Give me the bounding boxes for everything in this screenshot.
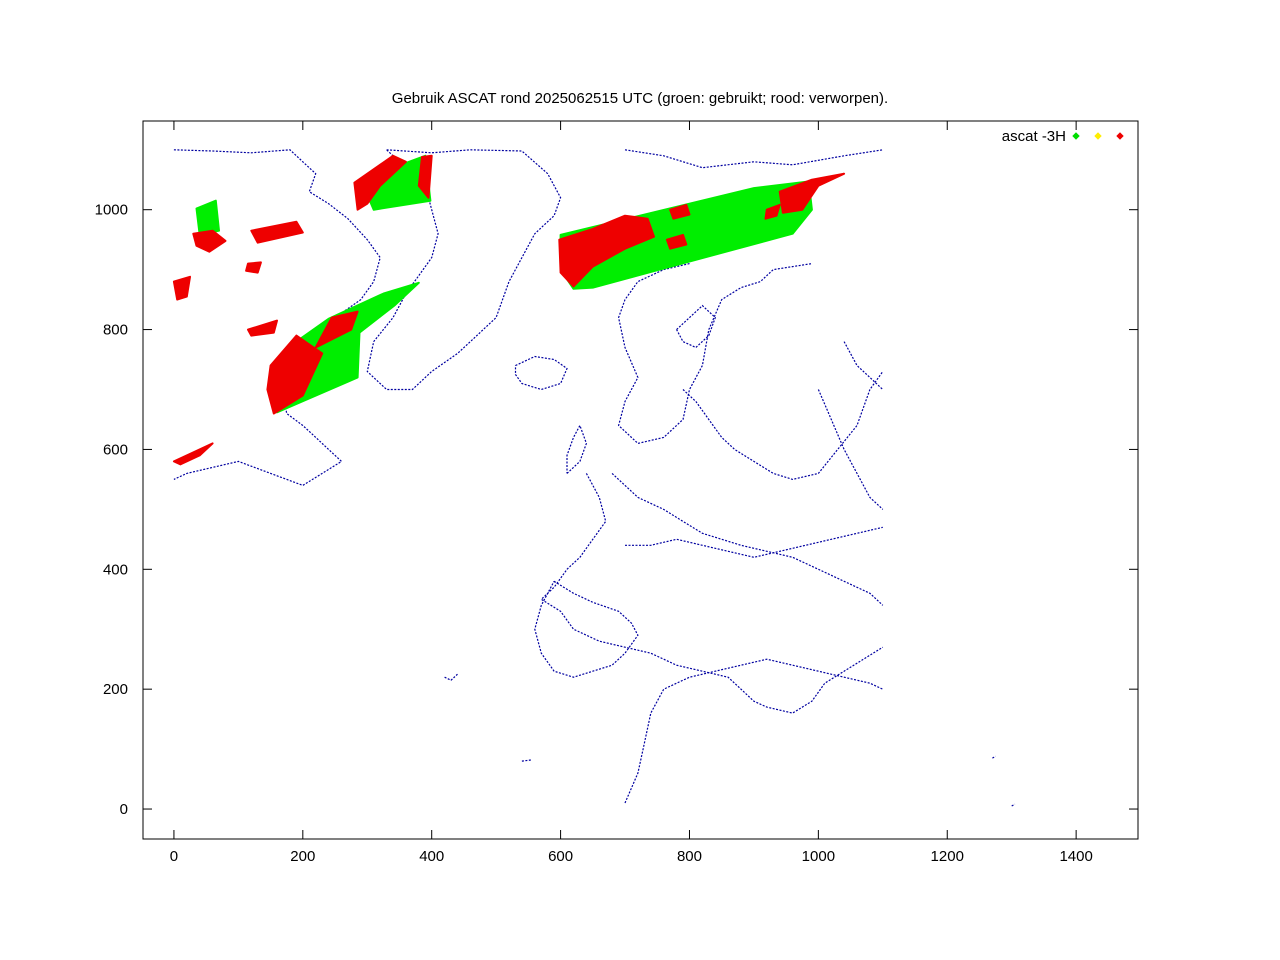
ascat-rejected-region-11 [247,319,278,337]
coastline-5 [682,371,884,481]
x-tick-label: 800 [677,848,702,865]
coastline-14 [566,424,588,474]
ascat-rejected-region-5 [314,310,359,349]
coastline-4 [617,263,812,445]
legend-marker-1 [1094,132,1102,140]
ascat-rejected-region-2 [665,233,688,250]
legend-markers [1072,132,1124,140]
coastline-6 [611,472,884,606]
coastline-13 [676,304,716,349]
coastline-8 [534,580,639,678]
coastline-7 [540,473,884,714]
plot-frame [142,120,1139,840]
x-tick-label: 1000 [802,848,835,865]
ascat-rejected-region-4 [266,334,324,415]
ascat-used-region-3 [195,199,220,236]
coastline-map [173,149,1016,807]
coastline-17 [1011,803,1016,807]
ascat-rejected-region-1 [669,203,691,220]
ascat-rejected-region-0 [558,214,655,288]
x-tick-label: 600 [548,848,573,865]
legend: ascat -3H [1002,128,1124,145]
x-tick-label: 0 [170,848,178,865]
y-tick-label: 1000 [95,202,128,219]
ascat-rejected-region-13 [172,442,214,466]
coastline-9 [624,658,884,804]
ascat-rejected-region-6 [353,154,407,211]
y-tick-label: 600 [103,441,128,458]
chart-title: Gebruik ASCAT rond 2025062515 UTC (groen… [392,90,888,107]
y-tick-label: 800 [103,322,128,339]
x-tick-label: 200 [290,848,315,865]
coastline-1 [366,149,562,391]
x-tick-label: 1200 [931,848,964,865]
ascat-rejected-region-8 [250,220,304,244]
ascat-rejected-region-10 [245,261,262,274]
ascat-rejected-region-3 [778,172,846,214]
data-layer [172,154,846,466]
legend-marker-0 [1072,132,1080,140]
coastline-18 [992,755,996,759]
x-tick-label: 1400 [1059,848,1092,865]
x-tick-label: 400 [419,848,444,865]
coastline-3 [624,149,883,169]
coastline-11 [817,389,884,510]
ascat-rejected-region-7 [417,154,433,199]
legend-marker-2 [1116,132,1124,140]
coastline-2 [514,355,568,391]
y-tick-label: 200 [103,681,128,698]
axis-ticks: 0 200 400 600 800 1000 1200 1400 0 200 400 600 800 10… [95,121,1138,865]
legend-label: ascat -3H [1002,128,1066,145]
ascat-rejected-region-9 [192,229,227,253]
coastline-15 [444,673,458,681]
coastline-12 [843,341,884,390]
ascat-rejected-region-14 [764,203,781,220]
y-tick-label: 0 [120,801,128,818]
coastline-10 [625,526,883,558]
coastline-16 [521,759,532,762]
ascat-rejected-region-12 [172,275,191,301]
y-tick-label: 400 [103,561,128,578]
